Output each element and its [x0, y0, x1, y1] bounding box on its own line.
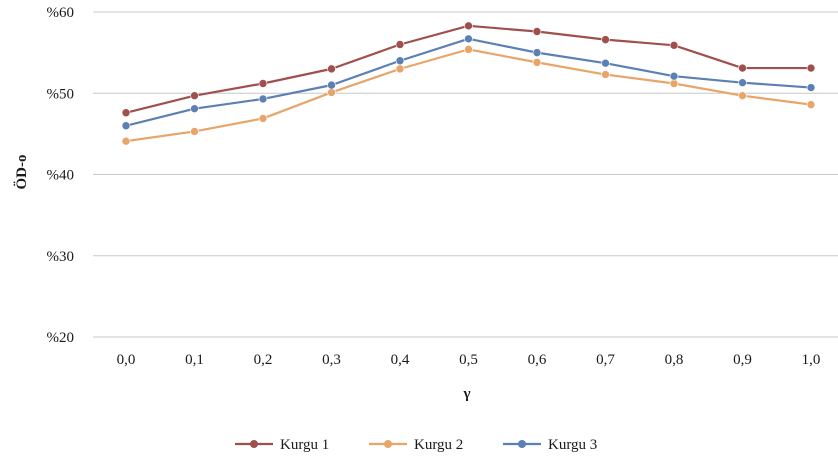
- series-lines: [121, 21, 816, 146]
- data-point: [738, 63, 747, 73]
- data-point: [121, 108, 131, 118]
- legend-label: Kurgu 1: [280, 437, 329, 453]
- x-tick-label: 0,6: [528, 352, 547, 368]
- y-axis-label: ÖD-o: [13, 155, 30, 190]
- data-point: [327, 80, 336, 90]
- data-point: [395, 56, 405, 66]
- x-tick-label: 0,1: [185, 352, 204, 368]
- data-point: [327, 88, 336, 97]
- x-tick-label: 0,0: [117, 352, 136, 368]
- data-point: [738, 91, 747, 100]
- data-point: [190, 91, 199, 100]
- data-point: [601, 70, 610, 79]
- data-point: [669, 41, 679, 50]
- legend-marker: [250, 440, 258, 448]
- legend: Kurgu 1 Kurgu 2 Kurgu 3: [235, 437, 597, 453]
- data-point: [738, 78, 747, 87]
- data-point: [669, 79, 679, 88]
- x-tick-label: 0,4: [391, 352, 410, 368]
- series-line: [125, 48, 812, 143]
- data-point: [464, 21, 473, 31]
- legend-marker: [384, 440, 392, 448]
- legend-label: Kurgu 2: [414, 437, 463, 453]
- data-point: [121, 136, 131, 146]
- data-point: [532, 27, 542, 36]
- legend-marker: [518, 440, 526, 448]
- data-point: [327, 64, 336, 74]
- gridlines: [93, 11, 838, 338]
- x-tick-label: 1,0: [802, 352, 821, 368]
- data-point: [669, 71, 679, 81]
- data-point: [601, 58, 610, 68]
- x-tick-label: 0,5: [459, 352, 478, 368]
- data-point: [190, 127, 199, 136]
- x-axis-label: γ: [462, 386, 470, 402]
- data-point: [806, 63, 816, 73]
- data-point: [121, 121, 131, 131]
- data-point: [258, 94, 268, 104]
- data-point: [258, 114, 268, 123]
- x-tick-label: 0,2: [254, 352, 273, 368]
- x-tick-label: 0,9: [733, 352, 752, 368]
- data-point: [464, 45, 473, 54]
- legend-label: Kurgu 3: [548, 437, 597, 453]
- data-point: [601, 35, 610, 44]
- data-point: [395, 64, 405, 74]
- y-axis-ticks: %20 %30 %40 %50 %60: [47, 5, 75, 346]
- data-point: [190, 104, 199, 113]
- y-tick-label: %60: [47, 5, 75, 21]
- data-point: [464, 34, 473, 44]
- data-point: [532, 58, 542, 67]
- x-axis-ticks: 0,0 0,1 0,2 0,3 0,4 0,5 0,6 0,7 0,8 0,9 1,0: [117, 352, 821, 368]
- y-tick-label: %40: [47, 168, 75, 184]
- y-tick-label: %30: [47, 249, 75, 265]
- data-point: [806, 100, 816, 109]
- data-point: [806, 83, 816, 92]
- y-tick-label: %50: [47, 86, 75, 102]
- data-point: [532, 48, 542, 57]
- data-point: [395, 40, 405, 49]
- x-tick-label: 0,7: [596, 352, 615, 368]
- x-tick-label: 0,8: [665, 352, 684, 368]
- y-tick-label: %20: [47, 330, 75, 346]
- data-point: [258, 79, 268, 88]
- x-tick-label: 0,3: [322, 352, 341, 368]
